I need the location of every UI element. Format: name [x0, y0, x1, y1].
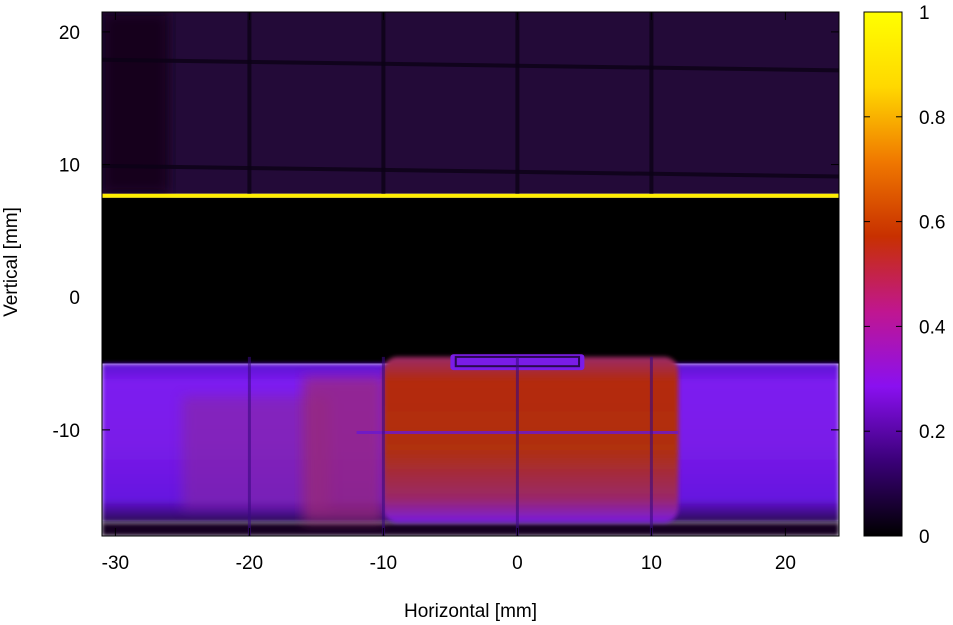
colorbar-tick-label: 0.2 — [919, 422, 945, 443]
y-axis-ticks: -10 0 10 20 — [53, 23, 839, 442]
colorbar-tick-label: 1 — [919, 3, 930, 24]
plot-frame — [101, 11, 840, 537]
region-bright-edge — [102, 193, 839, 198]
region-shadow — [102, 197, 839, 364]
y-tick-label: 10 — [59, 156, 80, 177]
y-tick-label: 0 — [69, 288, 80, 309]
y-tick-label: 20 — [59, 23, 80, 44]
plot-area — [102, 12, 839, 536]
colorbar-tick-label: 0.6 — [919, 213, 945, 234]
region-mid-glow — [303, 376, 384, 523]
y-axis-label: Vertical [mm] — [1, 207, 22, 317]
x-axis-label: Horizontal [mm] — [404, 601, 537, 622]
x-axis-ticks: -30 -20 -10 0 10 20 — [102, 12, 796, 574]
colorbar-tick-label: 0.4 — [919, 317, 946, 338]
mesh-line-horizontal — [102, 57, 839, 73]
colorbar-tick-label: 0 — [919, 527, 930, 548]
region-bottom-dark — [102, 522, 839, 536]
mesh-line-horizontal — [102, 163, 839, 179]
colorbar — [863, 11, 903, 537]
colorbar-tick-label: 0.8 — [919, 108, 945, 129]
x-tick-label: -30 — [102, 553, 129, 574]
region-upper-background — [102, 12, 839, 194]
x-tick-label: 0 — [512, 553, 523, 574]
region-upper-dark-left — [102, 12, 169, 194]
x-tick-label: -10 — [370, 553, 397, 574]
x-tick-label: -20 — [236, 553, 263, 574]
x-tick-label: 20 — [775, 553, 796, 574]
region-central-beam — [383, 356, 679, 523]
y-tick-label: -10 — [53, 421, 80, 442]
x-tick-label: 10 — [641, 553, 662, 574]
colorbar-ticks: 0 0.2 0.4 0.6 0.8 1 — [864, 3, 946, 548]
